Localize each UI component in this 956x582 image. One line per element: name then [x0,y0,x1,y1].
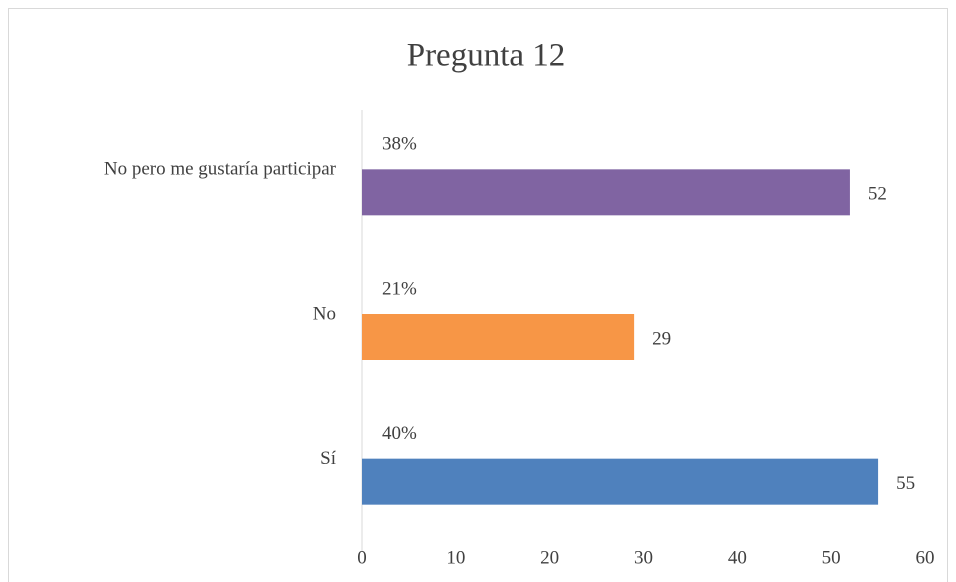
value-label: 52 [868,184,887,205]
value-label: 29 [652,328,671,349]
x-tick-label: 0 [357,547,367,568]
x-tick-label: 10 [446,547,465,568]
x-tick-label: 20 [540,547,559,568]
bar [362,458,879,505]
x-tick-label: 60 [916,547,935,568]
y-tick-label: No [313,303,336,324]
chart-title: Pregunta 12 [407,38,566,74]
x-tick-label: 30 [634,547,653,568]
value-label: 55 [896,473,915,494]
y-tick-label: No pero me gustaría participar [104,159,337,180]
x-tick-label: 50 [822,547,841,568]
annotation: 40% [382,423,417,444]
x-tick-label: 40 [728,547,747,568]
annotation: 21% [382,278,417,299]
bar [362,169,850,216]
annotation: 38% [382,134,417,155]
bar [362,314,635,360]
y-tick-label: Sí [320,448,337,469]
